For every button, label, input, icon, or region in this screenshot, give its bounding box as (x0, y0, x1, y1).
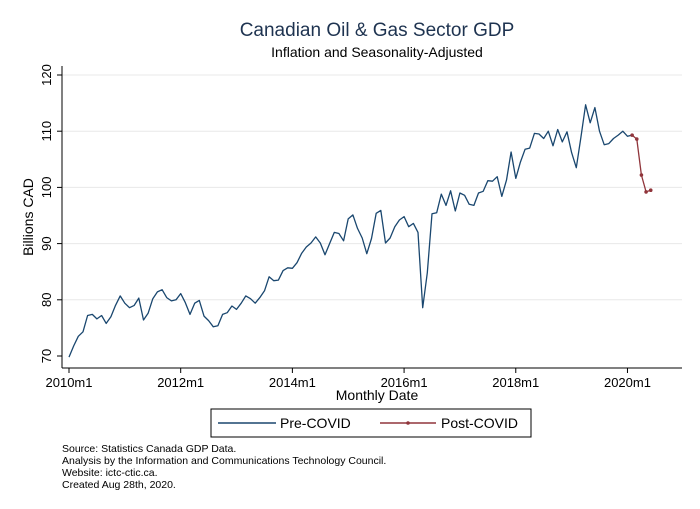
data-point-post-covid-2020m6 (648, 188, 653, 193)
chart-title: Canadian Oil & Gas Sector GDP (240, 20, 515, 41)
gridlines (62, 74, 682, 301)
x-tick-label-2016m1: 2016m1 (381, 375, 428, 390)
x-tick-label-2018m1: 2018m1 (492, 375, 539, 390)
series-line-pre-covid (68, 104, 633, 358)
series-layer (68, 104, 653, 358)
legend: Pre-COVID Post-COVID (210, 408, 532, 438)
y-tick-label-100: 100 (39, 177, 54, 199)
legend-label-pre-covid: Pre-COVID (280, 415, 351, 431)
chart-subtitle: Inflation and Seasonality-Adjusted (271, 44, 483, 60)
legend-label-post-covid: Post-COVID (441, 415, 518, 431)
x-axis-ticks: 2010m1 2012m1 2014m1 2016m1 2018m1 2020m1 (46, 368, 651, 390)
y-axis-ticks: 70 80 90 100 110 120 (39, 64, 62, 363)
x-tick-label-2014m1: 2014m1 (269, 375, 316, 390)
source-note-2: Analysis by the Information and Communic… (62, 455, 387, 467)
x-tick-label-2012m1: 2012m1 (157, 375, 204, 390)
y-tick-label-80: 80 (39, 293, 54, 307)
y-tick-label-110: 110 (39, 121, 54, 142)
data-point-post-covid-2020m5 (644, 190, 648, 194)
x-tick-label-2010m1: 2010m1 (46, 375, 93, 390)
data-point-post-covid-2020m4 (639, 173, 644, 177)
plot-area (62, 66, 682, 368)
source-note-4: Created Aug 28th, 2020. (62, 479, 176, 491)
x-axis-label: Monthly Date (336, 387, 419, 403)
data-point-post-covid-2020m3 (634, 137, 639, 141)
y-tick-label-70: 70 (39, 349, 54, 363)
source-note-3: Website: ictc-ctic.ca. (62, 467, 158, 479)
data-point-post-covid-2020m2 (630, 133, 634, 137)
x-tick-label-2020m1: 2020m1 (604, 375, 651, 390)
source-note-1: Source: Statistics Canada GDP Data. (62, 443, 237, 455)
y-tick-label-120: 120 (39, 64, 54, 86)
y-tick-label-90: 90 (39, 236, 54, 250)
y-axis-label: Billions CAD (20, 178, 36, 256)
legend-marker-post-covid (406, 421, 410, 425)
